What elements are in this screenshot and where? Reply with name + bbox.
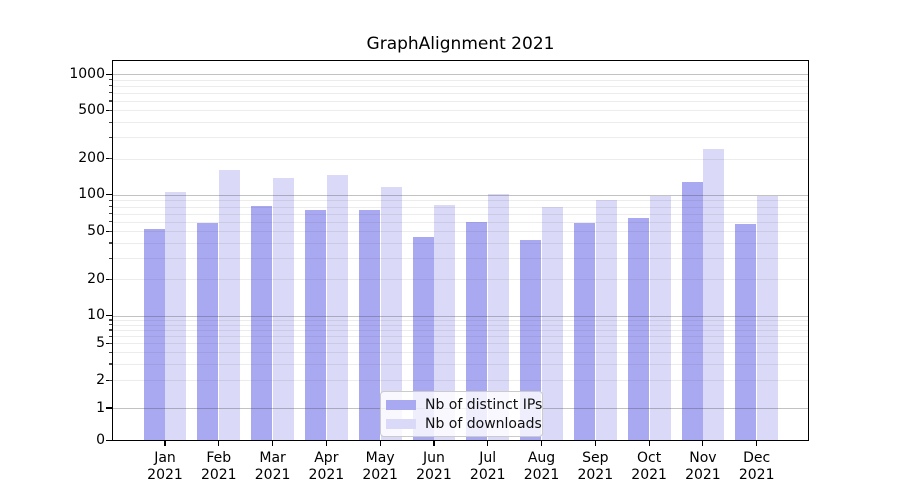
- y-minor-tick-mark: [109, 335, 112, 337]
- x-tick-label-aug: Aug 2021: [523, 450, 560, 483]
- y-minor-tick-mark: [109, 199, 112, 202]
- x-tick-mark: [648, 441, 650, 446]
- x-tick-mark: [433, 441, 435, 446]
- bar-downloads-apr: [326, 175, 348, 440]
- x-tick-mark: [702, 441, 704, 446]
- bar-downloads-jun: [434, 205, 456, 440]
- x-tick-mark: [271, 441, 274, 446]
- x-tick-label-dec: Dec 2021: [738, 450, 775, 483]
- y-tick-label: 1: [96, 399, 105, 416]
- y-tick-mark: [106, 73, 112, 75]
- y-tick-label: 200: [78, 150, 105, 167]
- x-tick-label-nov: Nov 2021: [685, 450, 721, 483]
- y-tick-label: 2: [96, 371, 105, 388]
- y-tick-label: 500: [78, 101, 105, 118]
- y-minor-tick-mark: [109, 213, 112, 215]
- bar-distinct-ips-nov: [681, 181, 703, 440]
- x-tick-label-jan: Jan 2021: [147, 450, 183, 483]
- y-tick-mark: [106, 194, 112, 196]
- x-tick-label-jun: Jun 2021: [416, 450, 452, 483]
- bar-distinct-ips-sep: [573, 223, 595, 440]
- y-tick-label: 0: [96, 432, 105, 448]
- y-minor-tick-mark: [109, 230, 112, 232]
- y-minor-tick-mark: [109, 363, 112, 365]
- y-minor-tick-mark: [109, 136, 112, 138]
- legend-label-distinct-ips: Nb of distinct IPs: [425, 396, 543, 413]
- bar-downloads-mar: [272, 177, 294, 440]
- y-tick-mark: [106, 315, 112, 317]
- y-minor-tick-mark: [109, 221, 112, 223]
- y-minor-tick-mark: [109, 278, 112, 281]
- legend-swatch-downloads: [386, 418, 416, 429]
- y-minor-tick-mark: [109, 121, 112, 123]
- y-minor-tick-mark: [109, 85, 112, 87]
- y-minor-tick-mark: [109, 257, 112, 259]
- y-tick-label: 10: [87, 307, 105, 324]
- y-tick-label: 100: [78, 186, 105, 203]
- y-minor-tick-mark: [109, 242, 112, 244]
- x-tick-label-mar: Mar 2021: [254, 450, 291, 483]
- chart-title: GraphAlignment 2021: [366, 34, 555, 54]
- bar-downloads-aug: [541, 207, 563, 440]
- bar-downloads-oct: [649, 195, 671, 440]
- x-tick-mark: [756, 441, 758, 446]
- bar-downloads-jan: [165, 191, 187, 440]
- y-minor-tick-mark: [109, 342, 112, 345]
- y-tick-mark: [106, 439, 112, 442]
- y-minor-tick-mark: [109, 351, 112, 354]
- y-tick-label: 50: [87, 222, 105, 239]
- x-tick-mark: [164, 441, 166, 446]
- bar-distinct-ips-apr: [304, 209, 326, 440]
- x-tick-label-feb: Feb 2021: [200, 450, 237, 483]
- bar-downloads-sep: [595, 199, 617, 440]
- y-minor-tick-mark: [109, 319, 112, 321]
- y-tick-label: 5: [96, 334, 105, 351]
- legend-item-distinct-ips: Nb of distinct IPs: [386, 397, 542, 413]
- legend-item-downloads: Nb of downloads: [386, 416, 542, 432]
- x-tick-label-may: May 2021: [362, 450, 398, 483]
- x-tick-mark: [540, 441, 543, 446]
- x-tick-mark: [379, 441, 381, 446]
- bar-distinct-ips-dec: [735, 224, 757, 440]
- x-tick-label-oct: Oct 2021: [631, 450, 667, 483]
- x-tick-mark: [487, 441, 489, 446]
- y-minor-tick-mark: [109, 206, 112, 208]
- x-tick-label-sep: Sep 2021: [577, 450, 614, 483]
- y-minor-tick-mark: [109, 92, 112, 94]
- legend: Nb of distinct IPs Nb of downloads: [380, 391, 543, 437]
- bar-downloads-dec: [757, 195, 779, 440]
- bar-distinct-ips-jan: [143, 229, 165, 440]
- x-tick-label-jul: Jul 2021: [469, 450, 506, 483]
- y-minor-tick-mark: [109, 329, 112, 331]
- bar-downloads-nov: [703, 148, 725, 440]
- bar-downloads-may: [380, 186, 402, 440]
- bar-distinct-ips-feb: [197, 223, 219, 440]
- x-tick-label-apr: Apr 2021: [308, 450, 345, 483]
- x-tick-mark: [594, 441, 596, 446]
- bar-distinct-ips-jun: [412, 236, 434, 440]
- legend-label-downloads: Nb of downloads: [425, 415, 542, 432]
- bar-distinct-ips-jul: [466, 221, 488, 440]
- bar-distinct-ips-aug: [520, 240, 542, 440]
- y-minor-tick-mark: [109, 379, 112, 381]
- bar-downloads-jul: [488, 193, 510, 440]
- y-tick-label: 1000: [69, 65, 105, 82]
- y-minor-tick-mark: [109, 324, 112, 326]
- y-tick-mark: [106, 407, 112, 409]
- y-minor-tick-mark: [109, 79, 112, 81]
- legend-swatch-distinct-ips: [386, 399, 416, 410]
- x-tick-mark: [325, 441, 327, 446]
- y-minor-tick-mark: [109, 109, 112, 112]
- bar-distinct-ips-may: [358, 209, 380, 440]
- y-minor-tick-mark: [109, 158, 112, 160]
- y-minor-tick-mark: [109, 100, 112, 102]
- bar-distinct-ips-mar: [251, 205, 273, 440]
- bar-downloads-feb: [219, 170, 241, 440]
- x-tick-mark: [218, 441, 220, 446]
- y-tick-label: 20: [87, 270, 105, 287]
- bar-distinct-ips-oct: [627, 218, 649, 440]
